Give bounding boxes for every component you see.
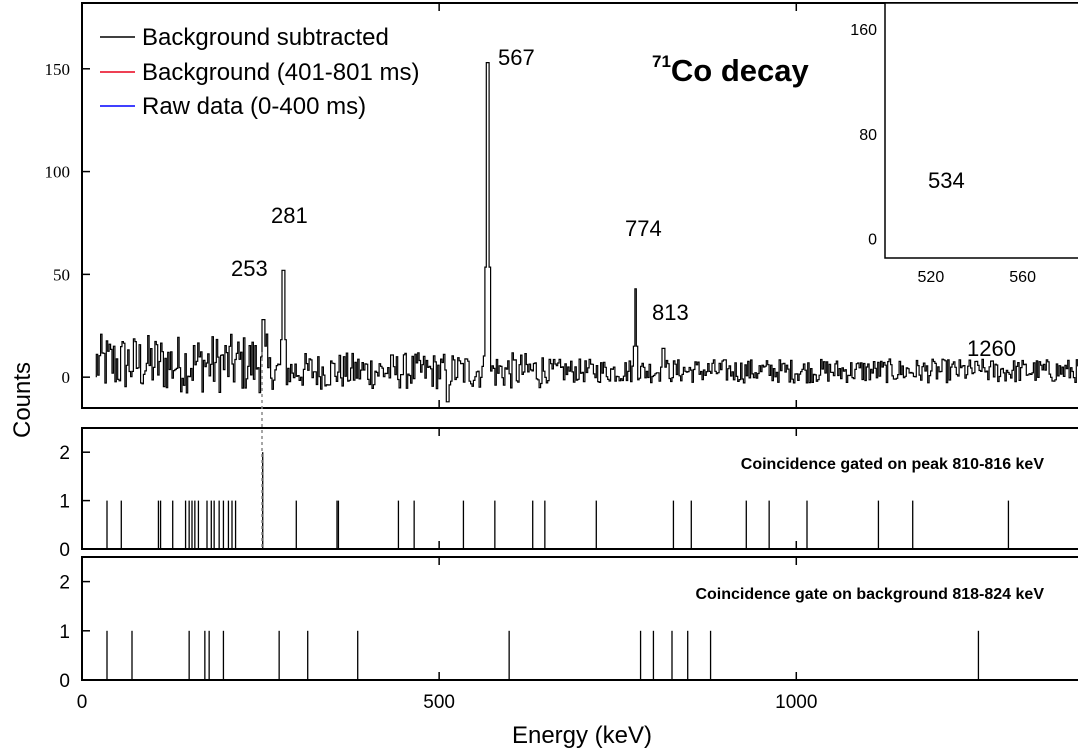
- inset-y-tick-label: 160: [850, 22, 877, 39]
- peak-label-813: 813: [652, 300, 689, 325]
- coinc-peak-y-tick-label: 1: [59, 492, 70, 513]
- peak-label-1260: 1260: [967, 336, 1016, 361]
- coinc-bg-x-tick-label: 1000: [775, 692, 817, 713]
- main-y-tick-label: 0: [62, 368, 71, 387]
- coinc-bg-x-tick-label: 500: [423, 692, 455, 713]
- coinc-bg-y-tick-label: 1: [59, 622, 70, 643]
- peak-label-253: 253: [231, 256, 268, 281]
- legend-label-raw-data: Raw data (0-400 ms): [142, 93, 366, 120]
- coinc-bg-y-tick-label: 2: [59, 573, 70, 594]
- main-y-tick-label: 150: [45, 60, 71, 79]
- series-background-subtracted: [95, 62, 1078, 403]
- coinc-bg-x-tick-label: 0: [77, 692, 88, 713]
- coincidence-bg-label: Coincidence gate on background 818-824 k…: [695, 586, 1044, 603]
- inset-annotation-534: 534: [928, 168, 965, 193]
- coincidence-peak-label: Coincidence gated on peak 810-816 keV: [741, 456, 1045, 473]
- coinc-bg-y-tick-label: 0: [59, 671, 70, 692]
- peak-label-567: 567: [498, 45, 535, 70]
- chart-title-superscript: 71: [652, 52, 671, 71]
- main-y-tick-label: 50: [53, 265, 70, 284]
- peak-label-774: 774: [625, 216, 662, 241]
- main-y-tick-label: 100: [45, 163, 71, 182]
- peak-label-281: 281: [271, 203, 308, 228]
- main-panel-frame: [81, 2, 1078, 409]
- y-axis-title: Counts: [9, 362, 36, 438]
- x-axis-title: Energy (keV): [512, 722, 652, 749]
- coincidence-bg-panel-frame: [81, 556, 1078, 681]
- legend-label-background-subtracted: Background subtracted: [142, 24, 389, 51]
- coinc-peak-y-tick-label: 2: [59, 443, 70, 464]
- inset-x-tick-label: 560: [1009, 269, 1036, 286]
- inset-y-tick-label: 80: [859, 127, 877, 144]
- coincidence-peak-panel-frame: [81, 427, 1078, 550]
- inset-frame: [884, 2, 1078, 259]
- coinc-peak-y-tick-label: 0: [59, 540, 70, 561]
- legend: Background subtracted Background (401-80…: [100, 24, 419, 120]
- chart-title-main: Co decay: [671, 53, 810, 88]
- chart-title: 71Co decay: [652, 52, 810, 88]
- legend-label-background: Background (401-801 ms): [142, 59, 419, 86]
- inset-x-tick-label: 520: [918, 269, 945, 286]
- inset-y-tick-label: 0: [868, 231, 877, 248]
